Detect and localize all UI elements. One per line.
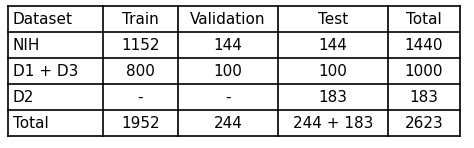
Text: Validation: Validation	[190, 12, 266, 26]
Text: Total: Total	[13, 115, 48, 131]
Text: 183: 183	[319, 90, 347, 104]
Text: Train: Train	[122, 12, 159, 26]
Text: 1952: 1952	[121, 115, 160, 131]
Text: 244 + 183: 244 + 183	[293, 115, 373, 131]
Text: 244: 244	[214, 115, 242, 131]
Text: 1440: 1440	[405, 37, 443, 53]
Text: Total: Total	[406, 12, 442, 26]
Text: D1 + D3: D1 + D3	[13, 63, 78, 78]
Text: 1152: 1152	[121, 37, 160, 53]
Text: 144: 144	[319, 37, 347, 53]
Text: 100: 100	[319, 63, 347, 78]
Text: Test: Test	[318, 12, 348, 26]
Text: NIH: NIH	[13, 37, 40, 53]
Text: -: -	[225, 90, 231, 104]
Text: -: -	[138, 90, 143, 104]
Text: Dataset: Dataset	[13, 12, 73, 26]
Text: 144: 144	[214, 37, 242, 53]
Text: 800: 800	[126, 63, 155, 78]
Text: D2: D2	[13, 90, 34, 104]
Text: 1000: 1000	[405, 63, 443, 78]
Text: 183: 183	[410, 90, 438, 104]
Text: 100: 100	[214, 63, 242, 78]
Text: 2623: 2623	[405, 115, 443, 131]
